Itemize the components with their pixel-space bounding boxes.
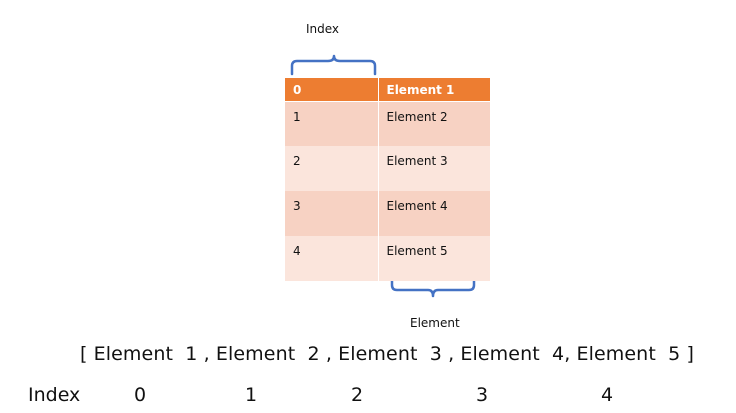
table-row: 4 Element 5 [285,236,490,281]
element-label: Element [410,316,460,330]
header-element-cell: Element 1 [378,78,490,102]
header-index-cell: 0 [285,78,379,102]
index-brace [290,54,377,76]
index-value: 3 [476,384,489,406]
table-row: 3 Element 4 [285,191,490,236]
index-value: 4 [601,384,614,406]
element-cell: Element 4 [378,191,490,236]
table-row: 2 Element 3 [285,146,490,191]
table-header-row: 0 Element 1 [285,78,490,102]
index-cell: 1 [285,101,379,146]
array-literal: [ Element 1 , Element 2 , Element 3 , El… [80,343,694,365]
element-cell: Element 3 [378,146,490,191]
element-cell: Element 5 [378,236,490,281]
index-cell: 4 [285,236,379,281]
index-value: 0 [134,384,147,406]
index-value: 1 [245,384,258,406]
index-label: Index [306,22,340,36]
index-cell: 2 [285,146,379,191]
element-cell: Element 2 [378,101,490,146]
index-cell: 3 [285,191,379,236]
array-table: 0 Element 1 1 Element 2 2 Element 3 3 El… [285,78,490,281]
index-row-label: Index [28,384,81,406]
index-value: 2 [351,384,364,406]
table-row: 1 Element 2 [285,101,490,146]
